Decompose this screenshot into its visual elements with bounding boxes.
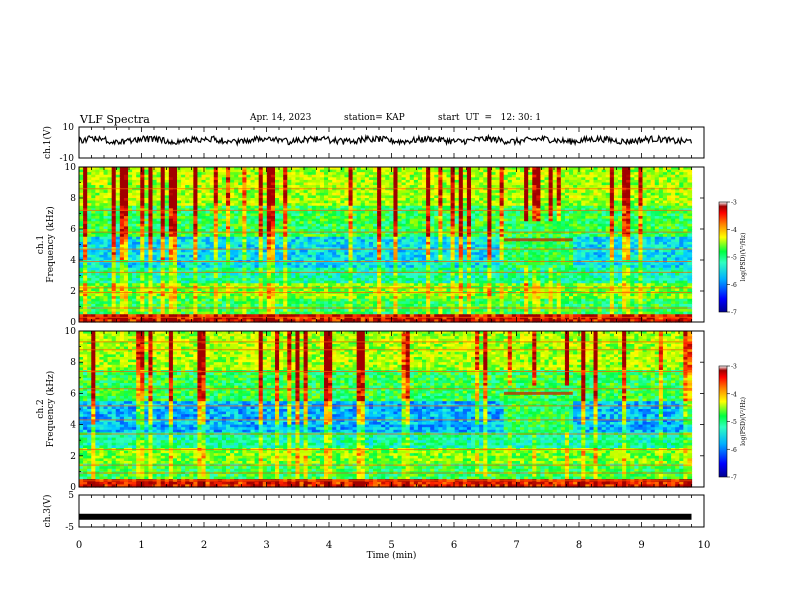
ch1-colorbar-tick: -6	[731, 282, 737, 289]
ch1-colorbar-tick: -3	[731, 200, 737, 207]
ch2-spectrogram-panel: 0 2 4 6 8 10 ch.2Frequency (kHz)	[36, 327, 705, 493]
xtick-label: 8	[576, 540, 582, 551]
ytick-label: 0	[70, 483, 76, 493]
xtick-label: 3	[263, 540, 269, 551]
start-time-label: start UT = 12: 30: 1	[438, 113, 542, 123]
xtick-label: 6	[451, 540, 457, 551]
figure-title: VLF Spectra	[80, 113, 150, 126]
xtick-label: 9	[638, 540, 644, 551]
ytick-label: 5	[68, 491, 74, 501]
ytick-label: -10	[60, 154, 75, 164]
ch1-colorbar: -3 -4 -5 -6 -7 log(PSD)(V²/Hz)	[718, 200, 747, 317]
ch2-colorbar-tick: -4	[731, 391, 737, 398]
ch3-ylabel: ch.3(V)	[42, 495, 53, 528]
xaxis-label: Time (min)	[367, 550, 417, 561]
ch2-colorbar-tick: -5	[731, 419, 737, 426]
xtick-label: 1	[138, 540, 144, 551]
ch2-colorbar-label: log(PSD)(V²/Hz)	[740, 397, 747, 446]
ytick-label: -5	[65, 523, 74, 533]
xtick-label: 4	[326, 540, 332, 551]
ch1-spectrogram-panel: 0 2 4 6 8 10 ch.1Frequency (kHz)	[36, 163, 705, 328]
station-label: station= KAP	[344, 113, 405, 123]
ch1-waveform-line	[78, 133, 693, 147]
ytick-label: 8	[70, 358, 76, 368]
ch1-ylabel: ch.1(V)	[42, 126, 53, 159]
ch2-colorbar-bar	[718, 365, 728, 478]
ytick-label: 8	[70, 194, 76, 204]
ch1-colorbar-label: log(PSD)(V²/Hz)	[740, 233, 747, 282]
ytick-label: 10	[65, 327, 77, 337]
ch3-waveform-line	[79, 513, 692, 520]
ch1-waveform-panel: 10 -10 ch.1(V)	[42, 123, 705, 164]
ytick-label: 10	[63, 123, 75, 133]
ch1-colorbar-tick: -7	[731, 310, 737, 317]
ytick-label: 4	[70, 421, 76, 431]
ytick-label: 4	[70, 256, 76, 266]
ytick-label: 10	[65, 163, 77, 173]
ytick-label: 6	[70, 225, 76, 235]
ytick-label: 6	[70, 389, 76, 399]
date-label: Apr. 14, 2023	[250, 113, 312, 123]
ch2-colorbar-tick: -7	[731, 475, 737, 482]
ytick-label: 0	[70, 318, 76, 328]
ch3-waveform-panel: 5 -5 ch.3(V)	[42, 491, 705, 533]
xtick-label: 0	[76, 540, 82, 551]
xtick-label: 5	[388, 540, 394, 551]
ch2-colorbar: -3 -4 -5 -6 -7 log(PSD)(V²/Hz)	[718, 364, 747, 482]
ylabel: ch.2Frequency (kHz)	[36, 371, 56, 448]
ch2-colorbar-tick: -6	[731, 447, 737, 454]
xtick-label: 7	[513, 540, 519, 551]
ylabel: ch.1Frequency (kHz)	[36, 206, 56, 283]
ch1-colorbar-bar	[718, 201, 728, 313]
ytick-label: 2	[70, 287, 76, 297]
ch1-colorbar-tick: -4	[731, 227, 737, 234]
ytick-label: 2	[70, 452, 76, 462]
ch1-colorbar-tick: -5	[731, 255, 737, 262]
time-axis: 0 1 2 3 4 5 6 7 8 9 10 Time (min)	[76, 540, 711, 561]
ch2-colorbar-tick: -3	[731, 364, 737, 371]
xtick-label: 2	[201, 540, 207, 551]
xtick-label: 10	[698, 540, 711, 551]
